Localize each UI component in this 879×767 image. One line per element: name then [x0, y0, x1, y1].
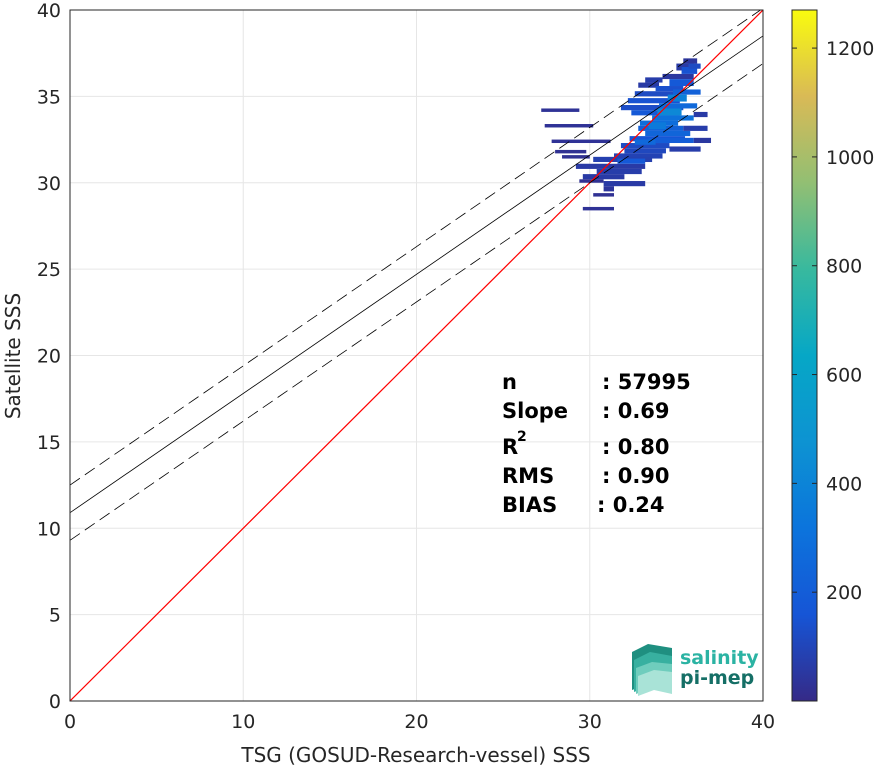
stat-label-rms: RMS: [502, 464, 554, 488]
density-cell: [659, 103, 698, 109]
density-cell: [669, 146, 701, 152]
stats-box: n : 57995 Slope : 0.69 R 2 : 0.80 RMS : …: [502, 370, 691, 517]
density-cell: [575, 163, 646, 169]
axis-ticks: 0 10 20 30 40 0 5 10 15 20 25 30 35 40: [37, 0, 775, 733]
stat-value-r2: : 0.80: [602, 435, 670, 459]
density-cell: [555, 149, 587, 154]
colorbar-tick-label: 1000: [826, 147, 874, 169]
y-tick-label: 15: [37, 432, 61, 454]
x-tick-label: 40: [751, 711, 775, 733]
colorbar-gradient: [791, 9, 818, 702]
density-cell: [593, 193, 615, 197]
density-cell: [617, 158, 646, 164]
y-tick-label: 35: [37, 86, 61, 108]
stat-value-n: : 57995: [602, 370, 691, 394]
density-cell: [614, 153, 663, 159]
density-cell: [582, 174, 625, 180]
y-tick-label: 10: [37, 518, 61, 540]
density-cell: [631, 110, 680, 116]
density-cell: [683, 125, 708, 131]
stat-value-bias: : 0.24: [597, 493, 665, 517]
density-cell: [562, 155, 590, 159]
density-cell: [652, 115, 694, 121]
density-cell: [603, 186, 615, 192]
plot-frame: [69, 9, 764, 702]
wave-icon: [632, 644, 672, 696]
stat-label-r2: R: [502, 435, 518, 459]
density-cell: [634, 139, 656, 145]
density-cells: [541, 58, 712, 211]
density-cell: [541, 108, 580, 112]
density-cell: [596, 168, 642, 175]
colorbar: 200 400 600 800 1000 1200: [791, 9, 874, 702]
y-tick-label: 40: [37, 0, 61, 22]
density-cell: [582, 206, 615, 211]
density-cell: [648, 137, 694, 144]
regression-band-line: [70, 10, 762, 486]
stat-label-slope: Slope: [502, 399, 568, 423]
logo-line2: pi-mep: [680, 667, 754, 689]
density-cell: [662, 73, 694, 80]
density-cell: [627, 98, 680, 104]
density-cell: [634, 91, 677, 97]
colorbar-tick-label: 1200: [826, 38, 874, 60]
density-cell: [693, 137, 712, 144]
density-cell: [655, 86, 684, 92]
density-cell: [620, 143, 670, 149]
density-cell: [544, 124, 594, 128]
density-cell: [603, 181, 646, 187]
y-tick-label: 20: [37, 346, 61, 368]
density-cell: [669, 79, 694, 87]
density-cell: [645, 130, 691, 137]
logo-line1: salinity: [680, 647, 759, 669]
density-cell: [551, 139, 611, 144]
stat-label-r2-sup: 2: [517, 429, 527, 445]
density-cell: [645, 77, 663, 83]
colorbar-ticks: 200 400 600 800 1000 1200: [792, 38, 874, 604]
y-tick-label: 5: [49, 605, 61, 627]
density-cell: [672, 89, 701, 95]
x-axis-label: TSG (GOSUD-Research-vessel) SSS: [240, 743, 590, 767]
density-cell: [648, 122, 666, 130]
density-cell: [638, 82, 660, 88]
stat-value-rms: : 0.90: [602, 464, 670, 488]
x-tick-label: 0: [64, 711, 76, 733]
colorbar-tick-label: 400: [826, 473, 862, 495]
density-cell: [693, 111, 708, 118]
colorbar-tick-label: 200: [826, 582, 862, 604]
identity-line: [70, 10, 763, 701]
density-cell: [657, 108, 682, 116]
regression-line: [70, 35, 763, 514]
colorbar-tick-label: 600: [826, 365, 862, 387]
y-tick-label: 0: [49, 691, 61, 713]
x-tick-label: 30: [578, 711, 602, 733]
regression-band-line: [70, 63, 763, 541]
salinity-pi-mep-logo: salinity pi-mep: [632, 644, 759, 696]
density-cell: [620, 105, 684, 111]
density-cell: [683, 58, 698, 64]
y-tick-label: 30: [37, 173, 61, 195]
y-tick-label: 25: [37, 259, 61, 281]
stat-label-bias: BIAS: [502, 493, 557, 517]
density-cell: [681, 67, 698, 74]
fit-lines: [70, 10, 763, 701]
x-tick-label: 10: [231, 711, 255, 733]
density-cell: [624, 148, 666, 154]
stat-value-slope: : 0.69: [602, 399, 670, 423]
y-axis-label: Satellite SSS: [1, 293, 25, 419]
density-cell: [667, 94, 687, 102]
density-cell: [688, 63, 701, 69]
stat-label-n: n: [502, 370, 517, 394]
colorbar-tick-label: 800: [826, 256, 862, 278]
x-tick-label: 20: [404, 711, 428, 733]
